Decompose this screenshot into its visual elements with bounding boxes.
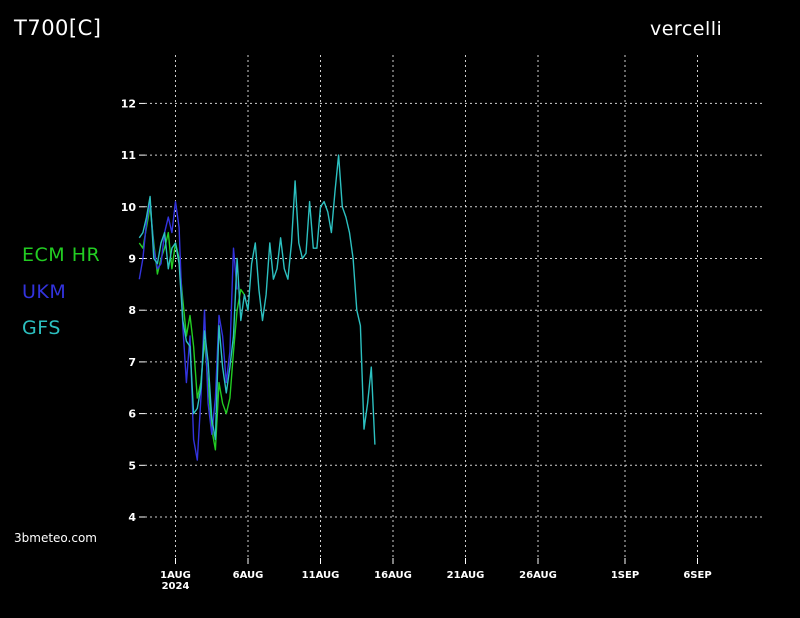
- y-tick-label: 6: [128, 408, 136, 421]
- chart-title: T700[C]: [14, 16, 102, 40]
- y-tick-label: 5: [128, 459, 136, 472]
- y-tick-label: 12: [121, 97, 136, 110]
- x-tick-label: 6SEP: [683, 570, 711, 581]
- series-line-ukm: [138, 200, 238, 461]
- x-tick-label: 16AUG: [374, 570, 412, 581]
- x-tick-label: 26AUG: [519, 570, 557, 581]
- x-tick-label: 11AUG: [302, 570, 340, 581]
- watermark: 3bmeteo.com: [14, 531, 97, 545]
- y-tick-label: 8: [128, 304, 136, 317]
- series-line-gfs: [138, 154, 376, 445]
- x-tick-label: 6AUG: [233, 570, 264, 581]
- x-tick-label: 1SEP: [611, 570, 639, 581]
- legend-ukm: UKM: [22, 281, 67, 303]
- legend-gfs: GFS: [22, 317, 61, 339]
- x-tick-sublabel: 2024: [162, 581, 190, 592]
- y-tick-label: 4: [128, 511, 136, 524]
- legend-ecm-hr: ECM HR: [22, 244, 101, 266]
- x-tick-label: 1AUG: [160, 570, 191, 581]
- location-label: vercelli: [650, 18, 723, 40]
- y-tick-label: 10: [121, 201, 137, 214]
- y-tick-label: 7: [128, 356, 136, 369]
- y-tick-label: 9: [128, 253, 136, 266]
- x-tick-label: 21AUG: [447, 570, 485, 581]
- y-tick-label: 11: [121, 149, 136, 162]
